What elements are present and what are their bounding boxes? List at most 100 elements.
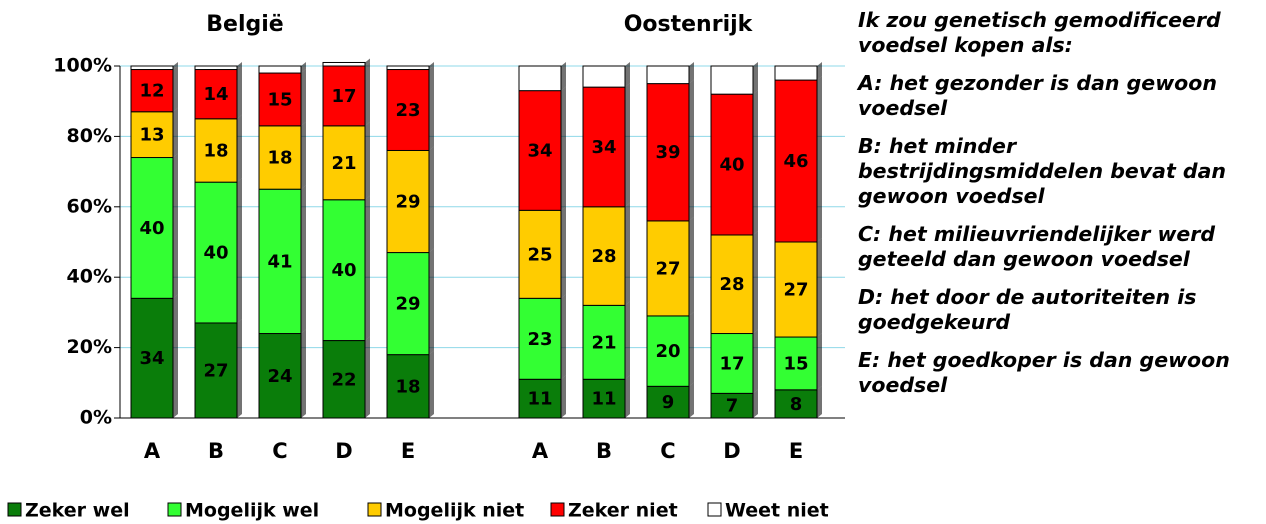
bar-side [817, 76, 822, 242]
sidebar-item: A: het gezonder is dan gewoon voedsel [858, 71, 1217, 120]
data-label: 22 [331, 369, 356, 390]
bar-side [689, 382, 694, 418]
bar-segment [774, 389, 818, 419]
data-label: 9 [662, 392, 675, 413]
bar-side [625, 62, 630, 88]
x-tick-label: C [660, 439, 675, 463]
data-label: 28 [719, 274, 744, 295]
data-label: 12 [139, 81, 164, 102]
bar-segment [386, 65, 430, 71]
data-label: 34 [527, 140, 552, 161]
bar-side [173, 65, 178, 112]
data-label: 40 [203, 243, 228, 264]
bar-segment [774, 79, 818, 243]
bar-side [817, 385, 822, 418]
bar-segment [646, 83, 690, 222]
bar-side [625, 375, 630, 418]
bar-segment [258, 72, 302, 127]
bar-segment [774, 241, 818, 338]
bar-side [689, 311, 694, 387]
bar-side [301, 329, 306, 418]
bar-side [365, 62, 370, 126]
bar-segment [322, 125, 366, 201]
bar-side [173, 294, 178, 418]
data-label: 15 [783, 353, 808, 374]
x-tick-label: B [208, 439, 224, 463]
bar-segment [194, 322, 238, 419]
bar-side [753, 230, 758, 334]
bar-side [689, 79, 694, 221]
data-label: 46 [783, 151, 808, 172]
data-label: 25 [527, 244, 552, 265]
bar-segment [258, 188, 302, 335]
y-tick-label: 100% [53, 55, 112, 77]
bar-segment [130, 65, 174, 71]
data-label: 11 [527, 389, 552, 410]
bar-side [365, 336, 370, 418]
data-label: 17 [331, 86, 356, 107]
bar-segment [194, 69, 238, 120]
bar-segment [386, 69, 430, 151]
data-label: 17 [719, 353, 744, 374]
bar-segment [194, 65, 238, 71]
data-label: 23 [395, 100, 420, 121]
data-label: 14 [203, 84, 228, 105]
data-label: 41 [267, 251, 292, 272]
bar-side [561, 294, 566, 380]
data-label: 34 [139, 348, 164, 369]
bar-side [561, 86, 566, 211]
bar-side [237, 114, 242, 183]
bar-side [237, 65, 242, 119]
data-label: 18 [203, 140, 228, 161]
data-label: 27 [783, 280, 808, 301]
bar-segment [582, 378, 626, 419]
panel-title: België [206, 12, 283, 37]
panel-title: Oostenrijk [624, 12, 754, 37]
x-tick-label: C [272, 439, 287, 463]
bar-segment [710, 333, 754, 394]
bar-side [237, 178, 242, 323]
bar-side [365, 121, 370, 200]
data-label: 21 [331, 153, 356, 174]
sidebar-item: D: het door de autoriteiten is goedgekeu… [858, 285, 1197, 334]
sidebar-item: E: het goedkoper is dan gewoon voedsel [858, 348, 1230, 397]
legend-swatch [367, 502, 382, 517]
data-label: 18 [267, 148, 292, 169]
bar-side [753, 389, 758, 418]
legend-label: Zeker niet [568, 500, 678, 522]
bar-side [429, 65, 434, 151]
data-label: 7 [726, 396, 739, 417]
legend-swatch [7, 502, 22, 517]
legend-label: Zeker wel [25, 500, 130, 522]
bar-segment [646, 65, 690, 85]
y-tick-label: 80% [67, 125, 112, 147]
data-label: 21 [591, 332, 616, 353]
y-tick-label: 60% [67, 195, 112, 217]
data-label: 40 [139, 218, 164, 239]
data-label: 11 [591, 389, 616, 410]
bar-side [753, 329, 758, 394]
bar-segment [386, 354, 430, 419]
bar-segment [710, 65, 754, 95]
x-tick-label: E [789, 439, 803, 463]
bar-segment [582, 65, 626, 88]
data-label: 18 [395, 376, 420, 397]
data-label: 15 [267, 89, 292, 110]
bar-side [689, 62, 694, 84]
bar-segment [130, 157, 174, 299]
x-tick-label: A [532, 439, 549, 463]
data-label: 23 [527, 329, 552, 350]
bar-segment [710, 234, 754, 335]
chart: 0% 20% 40% 60% 80% 100% België A 34 40 13 12 B 27 40 18… [7, 12, 845, 522]
bar-side [561, 375, 566, 418]
bar-side [301, 62, 306, 74]
bar-segment [710, 93, 754, 236]
bar-side [301, 121, 306, 190]
y-tick-label: 0% [80, 407, 112, 429]
bar-side [689, 216, 694, 316]
data-label: 39 [655, 142, 680, 163]
legend-label: Weet niet [725, 500, 829, 522]
bar-segment [582, 86, 626, 208]
bar-side [301, 69, 306, 126]
bar-segment [774, 336, 818, 391]
